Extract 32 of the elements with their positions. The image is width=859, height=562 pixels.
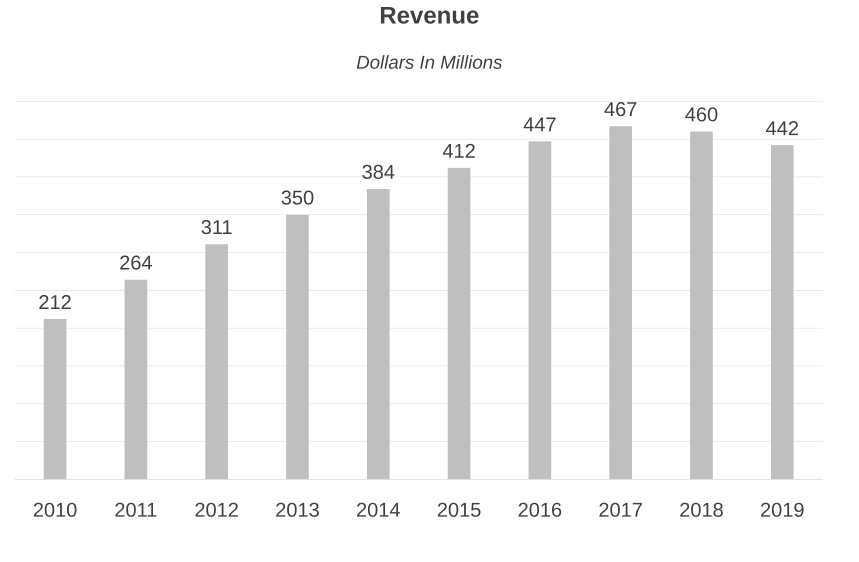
x-tick-label: 2015	[438, 502, 480, 517]
bar	[609, 126, 632, 480]
data-label: 460	[685, 107, 718, 122]
x-tick-label: 2019	[761, 502, 804, 517]
bar	[448, 168, 470, 480]
bar	[770, 145, 794, 480]
chart-title: Revenue	[380, 6, 479, 24]
x-tick-label: 2014	[357, 502, 400, 517]
data-label: 384	[362, 164, 394, 179]
bar	[124, 280, 148, 480]
x-tick-label: 2013	[276, 502, 319, 517]
data-label: 212	[39, 295, 71, 309]
data-label: 350	[282, 190, 314, 205]
bar	[366, 189, 390, 480]
x-tick-label: 2012	[195, 502, 238, 517]
bar	[528, 141, 552, 480]
bar	[690, 132, 713, 480]
bar	[286, 214, 309, 480]
x-tick-label: 2011	[115, 502, 156, 517]
data-label: 467	[604, 102, 636, 116]
data-label: 412	[442, 144, 475, 158]
x-tick-label: 2010	[34, 502, 77, 517]
bar	[44, 319, 66, 480]
chart-subtitle: Dollars In Millions	[356, 55, 502, 69]
data-label: 311	[201, 220, 232, 234]
data-label: 447	[524, 118, 556, 132]
x-tick-label: 2018	[680, 502, 723, 517]
data-label: 442	[766, 121, 798, 136]
bar	[205, 244, 228, 480]
data-label: 264	[120, 256, 152, 270]
x-tick-label: 2017	[599, 502, 642, 517]
x-tick-label: 2016	[518, 502, 562, 517]
